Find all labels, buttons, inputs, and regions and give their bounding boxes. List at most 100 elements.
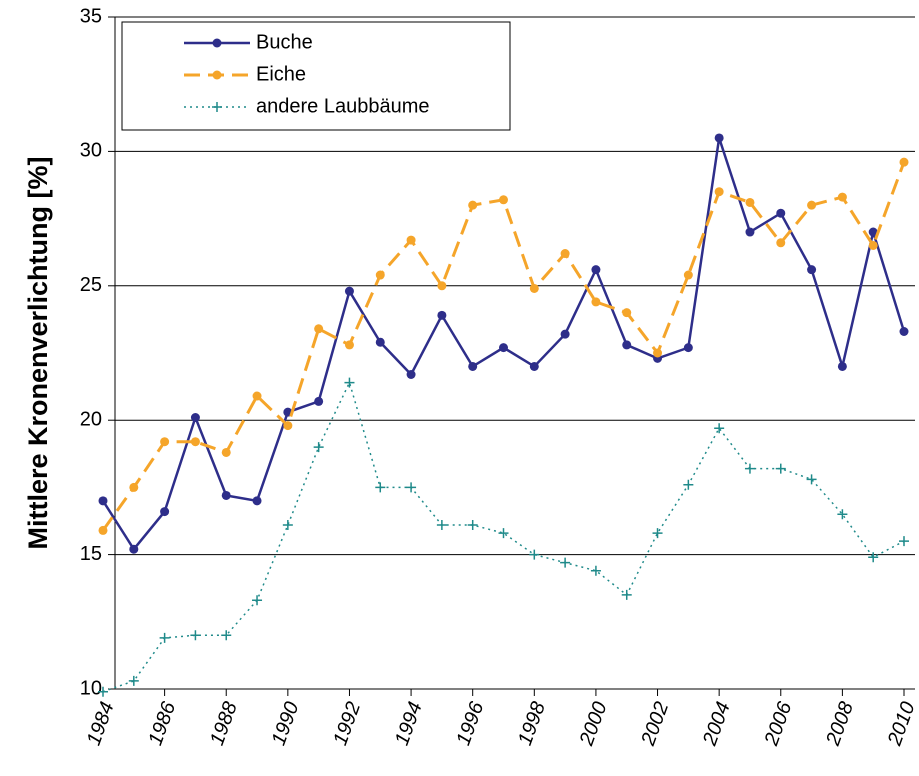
- data-point: [683, 479, 694, 490]
- data-point: [406, 482, 417, 493]
- x-tick-label: 1992: [329, 699, 365, 748]
- data-point: [837, 361, 847, 371]
- data-point: [344, 340, 354, 350]
- data-point: [252, 496, 262, 506]
- data-point: [775, 463, 786, 474]
- data-point: [868, 240, 878, 250]
- y-tick-label: 35: [80, 5, 102, 27]
- data-point: [529, 549, 540, 560]
- data-point: [837, 509, 848, 520]
- data-point: [590, 565, 601, 576]
- data-point: [159, 632, 170, 643]
- legend-marker: [212, 102, 222, 112]
- data-point: [221, 630, 232, 641]
- legend-marker: [212, 38, 222, 48]
- data-point: [868, 227, 878, 237]
- x-tick-label: 1994: [391, 699, 427, 748]
- data-point: [837, 192, 847, 202]
- data-point: [98, 686, 108, 697]
- legend-label: Eiche: [256, 63, 306, 85]
- data-point: [498, 528, 509, 539]
- data-point: [591, 265, 601, 275]
- x-tick-label: 1984: [83, 699, 119, 748]
- data-point: [899, 536, 909, 547]
- data-point: [129, 482, 139, 492]
- data-point: [375, 270, 385, 280]
- data-point: [406, 235, 416, 245]
- data-point: [437, 281, 447, 291]
- data-point: [283, 421, 293, 431]
- data-point: [344, 377, 355, 388]
- y-tick-label: 25: [80, 274, 102, 296]
- data-point: [375, 482, 386, 493]
- data-point: [744, 463, 755, 474]
- data-point: [899, 326, 909, 336]
- data-point: [499, 195, 508, 205]
- series: [98, 157, 909, 535]
- x-tick-label: 1996: [452, 698, 488, 748]
- y-tick-label: 30: [80, 140, 102, 162]
- x-tick-label: 1990: [268, 699, 304, 748]
- data-point: [221, 490, 231, 500]
- data-point: [252, 595, 263, 606]
- data-point: [714, 423, 725, 434]
- data-point: [560, 329, 570, 339]
- x-tick-label: 2004: [699, 699, 735, 749]
- series-line: [102, 380, 905, 693]
- data-point: [899, 157, 909, 167]
- data-point: [468, 200, 478, 210]
- data-point: [344, 286, 354, 296]
- data-point: [437, 310, 447, 320]
- data-point: [314, 396, 324, 406]
- data-point: [190, 630, 201, 641]
- data-point: [98, 525, 108, 535]
- data-point: [128, 675, 139, 686]
- data-point: [467, 520, 478, 531]
- data-point: [560, 557, 571, 568]
- y-tick-label: 10: [80, 677, 102, 699]
- x-tick-label: 1988: [206, 699, 242, 748]
- data-point: [529, 283, 539, 293]
- data-point: [560, 249, 570, 259]
- data-point: [776, 238, 786, 248]
- data-point: [190, 437, 200, 447]
- data-point: [529, 361, 539, 371]
- data-point: [221, 447, 231, 457]
- data-point: [375, 337, 385, 347]
- data-point: [499, 343, 508, 353]
- x-tick-label: 1986: [144, 698, 180, 748]
- data-point: [314, 324, 324, 334]
- x-tick-label: 1998: [514, 699, 550, 748]
- data-point: [652, 528, 663, 539]
- data-point: [745, 227, 755, 237]
- data-point: [806, 474, 817, 485]
- data-point: [714, 133, 724, 143]
- data-point: [807, 200, 817, 210]
- y-tick-label: 20: [80, 408, 102, 430]
- legend-marker: [212, 70, 222, 80]
- data-point: [622, 308, 632, 318]
- legend-label: Buche: [256, 31, 313, 53]
- data-point: [190, 413, 200, 423]
- data-point: [436, 520, 447, 531]
- data-point: [621, 589, 632, 600]
- data-point: [683, 270, 693, 280]
- data-point: [98, 496, 108, 506]
- data-point: [160, 507, 170, 517]
- data-point: [129, 544, 139, 554]
- data-point: [807, 265, 817, 275]
- x-tick-label: 2006: [760, 698, 797, 749]
- data-point: [714, 187, 724, 197]
- y-axis-label: Mittlere Kronenverlichtung [%]: [23, 156, 53, 549]
- data-point: [468, 361, 478, 371]
- data-point: [868, 552, 879, 563]
- data-point: [776, 208, 786, 218]
- data-point: [622, 340, 632, 350]
- x-tick-label: 2002: [637, 699, 673, 749]
- legend-label: andere Laubbäume: [256, 95, 429, 117]
- data-point: [591, 297, 601, 307]
- x-tick-label: 2010: [883, 699, 919, 749]
- series: [98, 377, 909, 697]
- y-tick-label: 15: [80, 543, 102, 565]
